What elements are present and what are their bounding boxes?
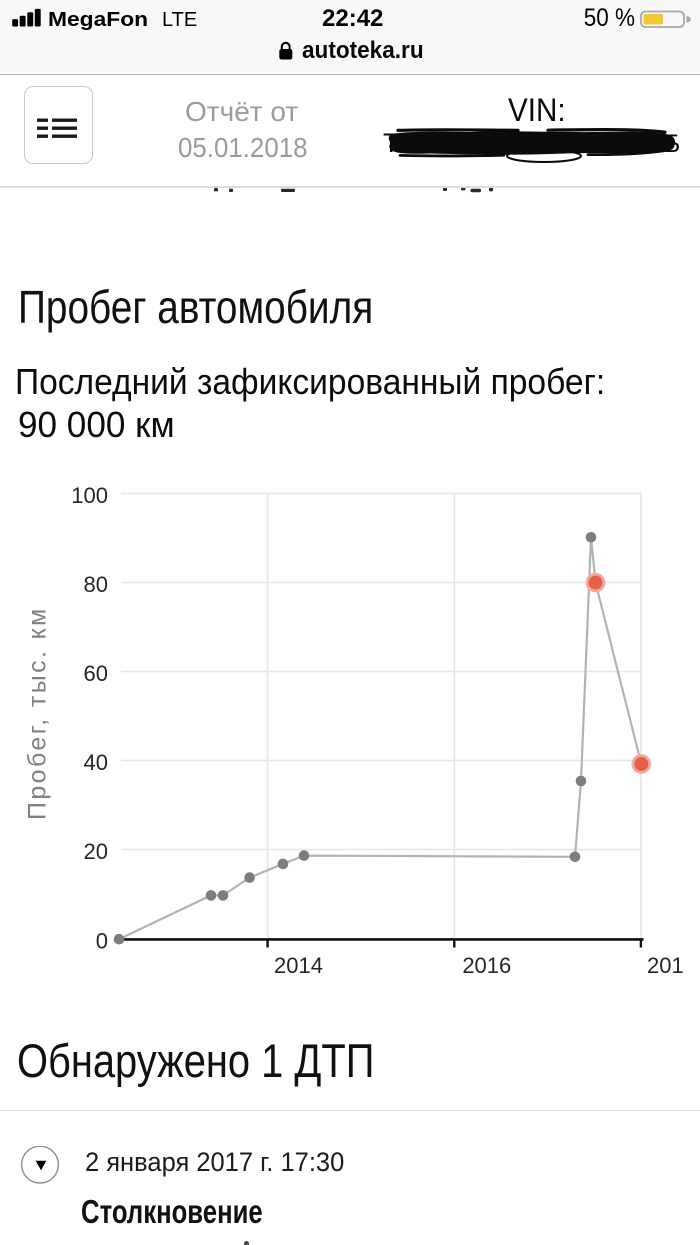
svg-text:2014: 2014 <box>274 953 323 978</box>
svg-text:2016: 2016 <box>462 953 511 978</box>
svg-text:20: 20 <box>84 839 108 864</box>
svg-text:80: 80 <box>84 572 108 597</box>
svg-text:100: 100 <box>71 483 108 508</box>
svg-text:2018: 2018 <box>647 953 683 978</box>
svg-text:Пробег, тыс. км: Пробег, тыс. км <box>24 606 52 820</box>
svg-text:60: 60 <box>84 661 108 686</box>
svg-text:0: 0 <box>96 928 108 953</box>
svg-text:40: 40 <box>84 750 108 775</box>
